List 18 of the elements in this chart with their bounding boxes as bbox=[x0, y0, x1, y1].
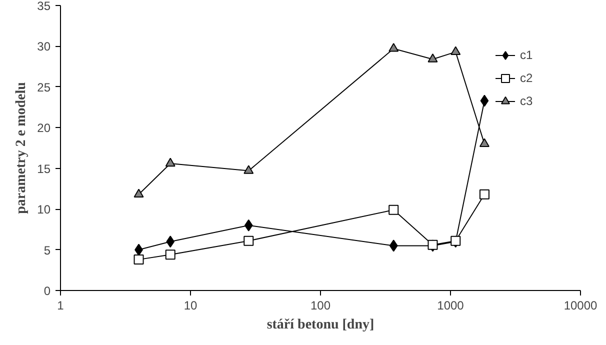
y-tick-label: 0 bbox=[44, 284, 51, 298]
legend-label: c1 bbox=[520, 48, 534, 62]
y-tick-label: 5 bbox=[44, 243, 51, 258]
y-tick-label: 25 bbox=[37, 80, 51, 94]
x-tick-label: 10 bbox=[184, 298, 198, 312]
x-tick-label: 1000 bbox=[437, 298, 464, 312]
y-tick-label: 10 bbox=[37, 202, 51, 217]
y-tick-label: 30 bbox=[37, 40, 51, 54]
y-axis-title: parametry 2 e modelu bbox=[14, 82, 30, 214]
x-tick-label: 1 bbox=[57, 298, 64, 312]
legend-label: c3 bbox=[520, 94, 534, 108]
x-axis-title: stáří betonu [dny] bbox=[266, 318, 374, 332]
legend-label: c2 bbox=[520, 71, 534, 85]
y-tick-label: 35 bbox=[37, 0, 51, 13]
y-tick-label: 20 bbox=[37, 121, 51, 136]
x-tick-label: 100 bbox=[310, 298, 331, 312]
y-tick-label: 15 bbox=[37, 162, 51, 176]
x-tick-label: 10000 bbox=[564, 298, 598, 312]
